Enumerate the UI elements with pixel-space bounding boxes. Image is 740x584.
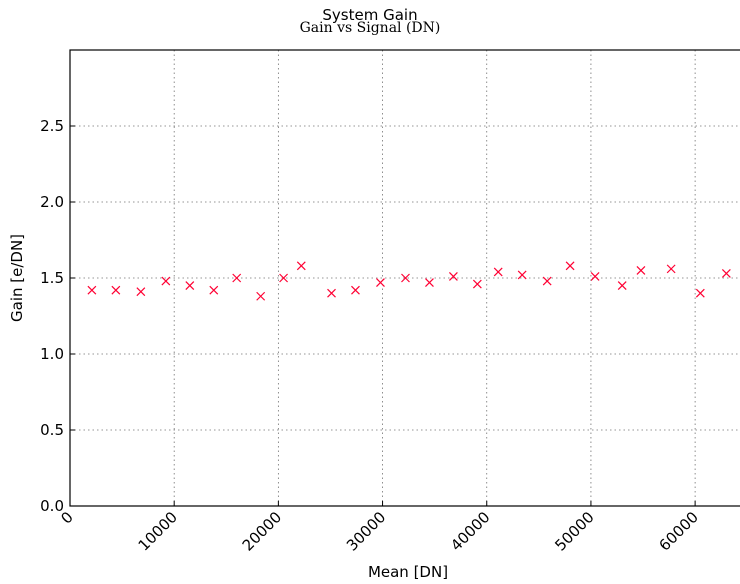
marker-stroke	[232, 273, 242, 283]
y-axis-label: Gain [e/DN]	[8, 234, 26, 322]
data-point	[636, 265, 646, 275]
y-tick-label: 1.5	[40, 269, 64, 287]
marker-stroke	[209, 285, 219, 295]
marker-stroke	[695, 288, 705, 298]
x-axis-label: Mean [DN]	[368, 563, 448, 581]
data-point	[448, 272, 458, 281]
marker-stroke	[448, 272, 458, 281]
marker-stroke	[376, 278, 385, 287]
marker-stroke	[425, 278, 434, 287]
data-point	[666, 264, 676, 274]
data-points	[87, 261, 731, 301]
marker-stroke	[136, 287, 146, 297]
data-point	[565, 261, 575, 271]
data-point	[209, 285, 219, 295]
marker-stroke	[542, 276, 552, 286]
data-point	[111, 285, 121, 295]
data-point	[327, 288, 336, 298]
marker-stroke	[517, 270, 527, 280]
marker-stroke	[565, 261, 575, 271]
x-tick-label: 20000	[239, 508, 285, 554]
x-tick-labels: 0 10000 20000 30000 40000 50000 60000	[57, 508, 702, 554]
data-point	[542, 276, 552, 286]
marker-stroke	[256, 291, 266, 301]
y-tick-label: 1.0	[40, 345, 64, 363]
x-tick-label: 10000	[135, 508, 181, 554]
chart-title: System Gain	[322, 6, 417, 24]
marker-stroke	[636, 265, 646, 275]
y-tick-label: 2.0	[40, 193, 64, 211]
data-point	[590, 272, 600, 281]
marker-stroke	[401, 273, 410, 283]
x-tick-label: 40000	[447, 508, 493, 554]
data-point	[351, 285, 360, 295]
marker-stroke	[493, 267, 503, 277]
data-point	[376, 278, 385, 287]
y-tick-label: 0.0	[40, 497, 64, 515]
data-point	[185, 281, 195, 291]
marker-stroke	[617, 281, 627, 291]
x-tick-label: 50000	[551, 508, 597, 554]
chart-subtitle: Gain vs Signal (DN)	[300, 20, 441, 36]
y-tick-label: 2.5	[40, 117, 64, 135]
marker-stroke	[87, 285, 97, 295]
data-point	[232, 273, 242, 283]
data-point	[695, 288, 705, 298]
data-point	[161, 276, 171, 286]
data-point	[279, 273, 289, 283]
x-tick-label: 30000	[343, 508, 389, 554]
y-tick-label: 0.5	[40, 421, 64, 439]
data-point	[517, 270, 527, 280]
marker-stroke	[472, 279, 482, 289]
marker-stroke	[351, 285, 360, 295]
data-point	[296, 261, 306, 271]
x-tick-label: 60000	[655, 508, 701, 554]
marker-stroke	[721, 269, 731, 278]
plot-frame	[69, 49, 740, 507]
data-point	[256, 291, 266, 301]
axis-ticks	[69, 125, 696, 507]
marker-stroke	[185, 281, 195, 291]
marker-stroke	[327, 288, 336, 298]
data-point	[425, 278, 434, 287]
data-point	[721, 269, 731, 278]
marker-stroke	[111, 285, 121, 295]
data-point	[136, 287, 146, 297]
marker-stroke	[666, 264, 676, 274]
marker-stroke	[279, 273, 289, 283]
y-tick-labels: 0.0 0.5 1.0 1.5 2.0 2.5	[40, 117, 64, 515]
data-point	[401, 273, 410, 283]
data-point	[617, 281, 627, 291]
data-point	[472, 279, 482, 289]
marker-stroke	[161, 276, 171, 286]
marker-stroke	[296, 261, 306, 271]
marker-stroke	[590, 272, 600, 281]
data-point	[493, 267, 503, 277]
data-point	[87, 285, 97, 295]
